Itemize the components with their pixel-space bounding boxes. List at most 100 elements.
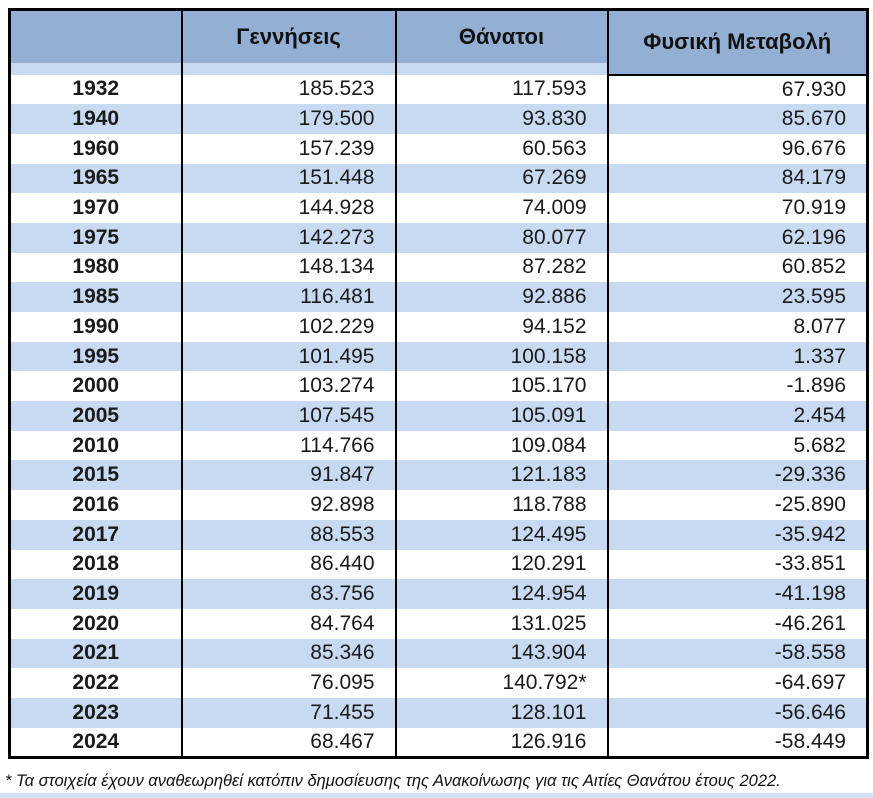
table-row: 1990 102.229 94.152 8.077 bbox=[10, 312, 868, 342]
table-row: 1932 185.523 117.593 67.930 bbox=[10, 74, 868, 105]
table-body: 1932 185.523 117.593 67.930 1940 179.500 93.83… bbox=[9, 74, 868, 758]
year-cell: 2019 bbox=[9, 579, 182, 609]
header-spacer-row bbox=[9, 62, 868, 75]
change-cell: -64.697 bbox=[606, 668, 868, 698]
table-row: 1965 151.448 67.269 84.179 bbox=[9, 163, 868, 194]
births-cell: 148.134 bbox=[180, 252, 396, 283]
table-row: 1980 148.134 87.282 60.852 bbox=[10, 252, 868, 283]
year-cell: 1980 bbox=[72, 255, 120, 279]
births-cell: 91.847 bbox=[180, 460, 396, 491]
year-cell: 2021 bbox=[9, 638, 182, 669]
change-cell: -1.896 bbox=[606, 371, 868, 402]
deaths-cell: 120.291 bbox=[394, 549, 608, 580]
header-spacer-cell bbox=[180, 62, 396, 75]
births-cell: 83.756 bbox=[180, 579, 396, 609]
year-cell: 2020 bbox=[72, 611, 120, 635]
births-cell: 185.523 bbox=[180, 74, 396, 105]
births-cell: 116.481 bbox=[180, 282, 396, 312]
deaths-cell: 124.954 bbox=[394, 579, 608, 609]
header-spacer-cell bbox=[9, 62, 182, 75]
change-cell: -35.942 bbox=[606, 519, 868, 550]
year-cell: 2017 bbox=[9, 519, 182, 550]
deaths-cell: 126.916 bbox=[394, 727, 608, 758]
deaths-cell: 94.152 bbox=[394, 312, 608, 342]
table-row: 1975 142.273 80.077 62.196 bbox=[9, 222, 868, 253]
change-cell: -33.851 bbox=[606, 549, 868, 580]
births-cell: 101.495 bbox=[180, 341, 396, 372]
deaths-cell: 121.183 bbox=[394, 460, 608, 491]
table-row: 1985 116.481 92.886 23.595 bbox=[9, 282, 868, 312]
year-cell: 1985 bbox=[9, 282, 182, 312]
table-row: 2020 84.764 131.025 -46.261 bbox=[10, 608, 868, 639]
table-row: 2010 114.766 109.084 5.682 bbox=[10, 430, 868, 461]
change-cell: -58.449 bbox=[606, 727, 868, 758]
births-cell: 144.928 bbox=[180, 193, 396, 223]
deaths-cell: 131.025 bbox=[394, 608, 608, 639]
births-cell: 179.500 bbox=[180, 104, 396, 134]
table-row: 1970 144.928 74.009 70.919 bbox=[10, 193, 868, 223]
change-cell: 84.179 bbox=[606, 163, 868, 194]
year-cell: 2016 bbox=[72, 492, 120, 516]
births-cell: 157.239 bbox=[180, 133, 396, 164]
births-cell: 103.274 bbox=[180, 371, 396, 402]
population-table: Γεννήσεις Θάνατοι Φυσική Μεταβολή 1932 18… bbox=[8, 8, 869, 759]
deaths-cell: 143.904 bbox=[394, 638, 608, 669]
change-cell: 1.337 bbox=[606, 341, 868, 372]
year-cell: 1970 bbox=[72, 196, 120, 220]
births-cell: 114.766 bbox=[180, 430, 396, 461]
year-cell: 2010 bbox=[72, 433, 120, 457]
births-cell: 107.545 bbox=[180, 401, 396, 431]
births-cell: 76.095 bbox=[180, 668, 396, 698]
change-cell: 60.852 bbox=[606, 252, 868, 283]
births-cell: 151.448 bbox=[180, 163, 396, 194]
births-cell: 102.229 bbox=[180, 312, 396, 342]
footnote: * Τα στοιχεία έχουν αναθεωρηθεί κατόπιν … bbox=[5, 772, 781, 790]
deaths-cell: 140.792* bbox=[394, 668, 608, 698]
deaths-cell: 87.282 bbox=[394, 252, 608, 283]
header-cell-births: Γεννήσεις bbox=[180, 9, 396, 63]
table-row: 2023 71.455 128.101 -56.646 bbox=[9, 697, 868, 728]
year-cell: 2018 bbox=[72, 552, 120, 576]
deaths-cell: 60.563 bbox=[394, 133, 608, 164]
change-cell: 70.919 bbox=[606, 193, 868, 223]
deaths-cell: 124.495 bbox=[394, 519, 608, 550]
table-row: 2022 76.095 140.792* -64.697 bbox=[10, 668, 868, 698]
deaths-cell: 118.788 bbox=[394, 490, 608, 520]
table-row: 2016 92.898 118.788 -25.890 bbox=[10, 490, 868, 520]
year-cell: 2015 bbox=[9, 460, 182, 491]
header-cell-year bbox=[9, 9, 182, 63]
year-cell: 2000 bbox=[72, 374, 120, 398]
change-cell: -41.198 bbox=[606, 579, 868, 609]
deaths-cell: 80.077 bbox=[394, 222, 608, 253]
year-cell: 1975 bbox=[9, 222, 182, 253]
change-cell: -25.890 bbox=[606, 490, 868, 520]
table-row: 1940 179.500 93.830 85.670 bbox=[9, 104, 868, 134]
births-cell: 71.455 bbox=[180, 697, 396, 728]
change-cell: -56.646 bbox=[606, 697, 868, 728]
change-cell: -46.261 bbox=[606, 608, 868, 639]
change-cell: 62.196 bbox=[606, 222, 868, 253]
deaths-cell: 105.091 bbox=[394, 401, 608, 431]
year-cell: 1960 bbox=[72, 136, 120, 160]
year-cell: 1965 bbox=[9, 163, 182, 194]
births-cell: 142.273 bbox=[180, 222, 396, 253]
births-cell: 85.346 bbox=[180, 638, 396, 669]
births-cell: 84.764 bbox=[180, 608, 396, 639]
year-cell: 1940 bbox=[9, 104, 182, 134]
table-row: 2021 85.346 143.904 -58.558 bbox=[9, 638, 868, 669]
year-cell: 1932 bbox=[72, 77, 120, 101]
year-cell: 2022 bbox=[72, 671, 120, 695]
change-cell: 8.077 bbox=[606, 312, 868, 342]
deaths-cell: 117.593 bbox=[394, 74, 608, 105]
table-row: 2017 88.553 124.495 -35.942 bbox=[9, 519, 868, 550]
deaths-cell: 105.170 bbox=[394, 371, 608, 402]
year-cell: 2005 bbox=[9, 401, 182, 431]
change-cell: -29.336 bbox=[606, 460, 868, 491]
bottom-strip bbox=[0, 793, 873, 798]
births-cell: 86.440 bbox=[180, 549, 396, 580]
header-spacer-cell bbox=[394, 62, 608, 75]
table-header: Γεννήσεις Θάνατοι Φυσική Μεταβολή bbox=[9, 9, 868, 76]
population-table-container: Γεννήσεις Θάνατοι Φυσική Μεταβολή 1932 18… bbox=[8, 8, 869, 759]
change-cell: 96.676 bbox=[606, 133, 868, 164]
deaths-cell: 109.084 bbox=[394, 430, 608, 461]
